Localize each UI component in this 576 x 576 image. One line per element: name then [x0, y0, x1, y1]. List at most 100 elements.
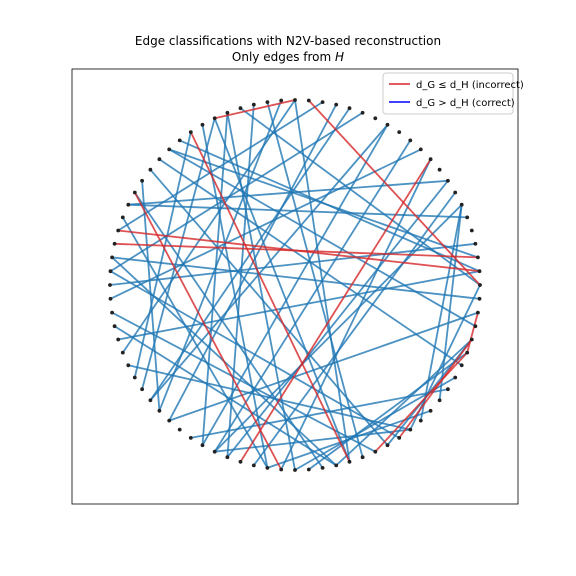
edge-correct-5 [308, 351, 468, 471]
edge-correct-23 [280, 158, 432, 470]
edge-correct-51 [128, 364, 411, 431]
node-25 [238, 106, 243, 111]
node-13 [397, 130, 402, 135]
node-37 [120, 215, 125, 220]
node-72 [408, 427, 413, 432]
node-15 [373, 116, 378, 121]
edge-correct-0 [168, 311, 479, 422]
node-57 [212, 449, 217, 454]
node-34 [140, 178, 145, 183]
chart-title: Edge classifications with N2V-based reco… [134, 34, 442, 48]
node-61 [265, 466, 270, 470]
plot-frame [71, 68, 519, 505]
node-70 [385, 443, 390, 448]
node-12 [408, 138, 413, 143]
node-7 [453, 190, 458, 195]
edge-correct-8 [419, 204, 463, 421]
node-32 [157, 157, 162, 162]
node-50 [140, 387, 145, 392]
edge-correct-43 [149, 169, 389, 446]
node-76 [446, 387, 450, 392]
edge-correct-24 [110, 148, 422, 300]
node-78 [459, 363, 464, 368]
edge-correct-9 [438, 204, 463, 401]
node-18 [334, 102, 339, 107]
edge-correct-48 [110, 270, 400, 439]
node-21 [293, 98, 297, 102]
node-33 [148, 167, 153, 172]
node-16 [360, 110, 365, 115]
node-47 [120, 350, 125, 355]
edge-correct-1 [190, 388, 449, 439]
edge-incorrect-6 [308, 99, 481, 286]
node-58 [225, 455, 230, 460]
node-31 [167, 147, 172, 152]
chart-subtitle: Only edges from H [0, 50, 576, 64]
edge-correct-40 [213, 117, 351, 463]
node-83 [477, 296, 482, 301]
edge-correct-21 [128, 179, 448, 206]
node-19 [320, 100, 325, 104]
node-1 [477, 269, 482, 274]
node-73 [418, 418, 423, 423]
node-3 [473, 241, 478, 246]
node-63 [293, 468, 297, 472]
node-45 [112, 324, 117, 329]
node-74 [428, 408, 433, 413]
edge-correct-22 [226, 180, 449, 458]
node-77 [453, 375, 458, 380]
edge-incorrect-4 [398, 338, 473, 439]
node-43 [108, 296, 113, 301]
node-69 [373, 449, 378, 454]
node-62 [279, 467, 284, 472]
edge-correct-49 [111, 311, 376, 453]
node-59 [238, 459, 243, 464]
node-75 [437, 398, 442, 403]
node-82 [476, 310, 480, 315]
node-14 [385, 122, 390, 127]
edge-correct-36 [226, 104, 255, 458]
node-11 [418, 147, 423, 152]
subtitle-prefix: Only edges from [231, 50, 336, 64]
node-44 [110, 310, 114, 315]
edge-correct-45 [134, 191, 324, 469]
node-22 [279, 98, 284, 103]
node-52 [157, 408, 162, 413]
subtitle-variable: H [335, 50, 345, 64]
node-71 [397, 436, 402, 440]
node-64 [306, 467, 311, 472]
node-29 [188, 130, 193, 135]
node-56 [200, 443, 205, 448]
legend-box [382, 72, 514, 115]
edge-correct-46 [122, 216, 269, 469]
edge-correct-37 [201, 112, 229, 446]
node-66 [334, 463, 339, 468]
node-65 [320, 466, 325, 470]
edge-correct-27 [201, 124, 389, 446]
node-48 [126, 363, 131, 368]
node-23 [265, 100, 270, 104]
legend: d_G ≤ d_H (incorrect) d_G > d_H (correct… [382, 72, 524, 115]
edge-incorrect-0 [239, 158, 432, 463]
node-46 [116, 337, 121, 342]
node-36 [126, 202, 131, 207]
node-28 [200, 122, 205, 127]
edges [109, 99, 481, 471]
legend-label-incorrect: d_G ≤ d_H (incorrect) [416, 80, 524, 91]
node-60 [251, 463, 256, 468]
node-53 [167, 418, 172, 423]
node-54 [177, 427, 182, 432]
edge-correct-19 [128, 203, 468, 219]
node-10 [428, 157, 433, 162]
node-8 [446, 178, 450, 183]
node-35 [132, 190, 137, 195]
node-67 [347, 459, 352, 464]
node-9 [437, 167, 442, 172]
edge-incorrect-8 [114, 242, 478, 259]
edge-incorrect-3 [374, 351, 468, 453]
node-17 [347, 106, 352, 111]
edge-incorrect-1 [134, 192, 282, 470]
edge-incorrect-2 [189, 131, 351, 463]
node-40 [110, 255, 114, 260]
